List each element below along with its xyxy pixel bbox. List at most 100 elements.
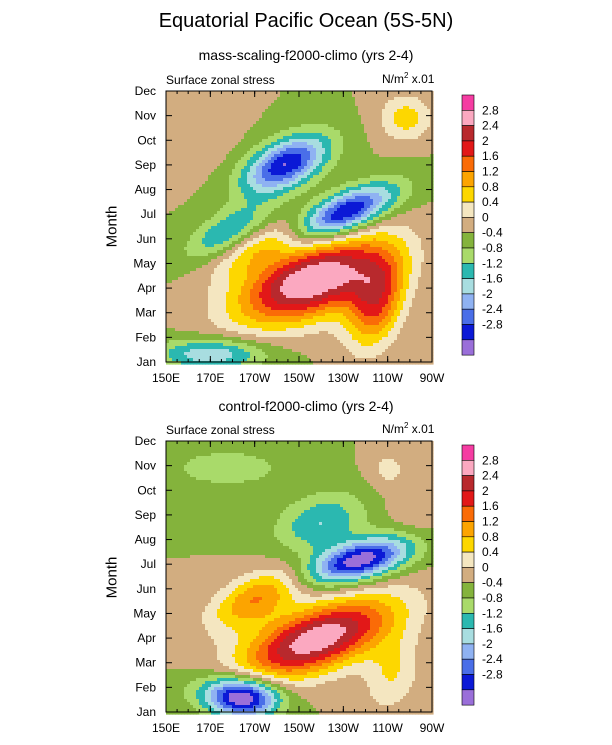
colorbar-box [461,217,475,233]
colorbar-label: -0.4 [482,576,503,590]
colorbar-label: -2.8 [482,668,503,682]
xtick-label-110w: 110W [372,721,403,735]
colorbar-label: -1.2 [482,256,503,270]
ytick-label-feb: Feb [135,330,156,344]
colorbar-box [461,262,475,279]
colorbar-box [461,293,475,310]
colorbar-box [461,536,475,553]
ytick-label-mar: Mar [135,306,156,320]
colorbar-box [461,689,475,706]
ytick-label-sep: Sep [135,158,157,172]
xtick-label-170w: 170W [239,371,271,385]
colorbar-box [461,125,475,142]
colorbar-box [461,444,475,461]
ytick-label-oct: Oct [137,133,156,147]
colorbar-box [461,597,475,614]
xtick-label-170w: 170W [239,721,271,735]
colorbar-label: 2.4 [482,119,499,133]
panel-1-title: mass-scaling-f2000-climo (yrs 2-4) [198,47,414,63]
xtick-label-150w: 150W [283,371,315,385]
colorbar-label: 1.2 [482,515,499,529]
ytick-label-jan: Jan [137,705,156,719]
colorbar-box [461,140,475,157]
colorbar-label: 0.8 [482,530,499,544]
ytick-label-may: May [133,606,156,620]
panel-2-title: control-f2000-climo (yrs 2-4) [218,398,394,414]
panel-1-units-base: N/m [382,72,404,86]
colorbar-box [461,582,475,599]
colorbar-label: 2 [482,134,489,148]
colorbar-box [461,155,475,172]
colorbar-box [461,171,475,188]
colorbar-box [461,505,475,522]
colorbar-box [461,490,475,507]
contour-fill-panel-1 [166,91,434,365]
colorbar-box [461,521,475,538]
figure-title: Equatorial Pacific Ocean (5S-5N) [158,10,454,32]
ytick-label-oct: Oct [137,483,156,497]
colorbar-box [461,232,475,249]
colorbar-label: -2.4 [482,652,503,666]
colorbar-label: 0 [482,210,489,224]
colorbar-1: 2.82.421.61.20.80.40-0.4-0.8-1.2-1.6-2-2… [461,94,503,356]
panel-1-units-exp: 2 [404,71,409,80]
colorbar-label: -0.4 [482,226,503,240]
ytick-label-jan: Jan [137,355,156,369]
colorbar-2: 2.82.421.61.20.80.40-0.4-0.8-1.2-1.6-2-2… [461,444,503,706]
ytick-label-jul: Jul [141,207,156,221]
ytick-label-jun: Jun [137,232,156,246]
ytick-label-apr: Apr [137,281,156,295]
colorbar-box [461,551,475,568]
colorbar-label: -2 [482,637,493,651]
colorbar-label: 1.6 [482,499,499,513]
panel-2-left-string: Surface zonal stress [166,423,275,437]
colorbar-label: 0 [482,560,489,574]
xtick-label-170e: 170E [196,371,224,385]
colorbar-box [461,247,475,264]
colorbar-box [461,324,475,341]
xtick-label-90w: 90W [420,721,445,735]
colorbar-label: -1.6 [482,272,503,286]
colorbar-box [461,459,475,476]
ytick-label-mar: Mar [135,656,156,670]
colorbar-box [461,278,475,295]
colorbar-box [461,94,475,111]
colorbar-box [461,339,475,356]
ytick-label-dec: Dec [135,84,156,98]
ytick-label-aug: Aug [135,533,156,547]
ytick-label-nov: Nov [135,459,156,473]
colorbar-box [461,110,475,126]
xtick-label-110w: 110W [372,371,403,385]
xtick-label-150e: 150E [152,371,180,385]
colorbar-label: 2.8 [482,103,499,117]
ytick-label-aug: Aug [135,183,156,197]
xtick-label-130w: 130W [328,371,360,385]
panel-1-left-string: Surface zonal stress [166,73,275,87]
colorbar-label: -1.6 [482,622,503,636]
ytick-label-dec: Dec [135,434,156,448]
colorbar-box [461,186,475,203]
colorbar-box [461,308,475,325]
colorbar-box [461,475,475,492]
contour-fill-panel-2 [166,441,434,715]
panel-1-units-suffix: x.01 [408,72,435,86]
ytick-label-jul: Jul [141,557,156,571]
colorbar-label: -2.4 [482,302,503,316]
xtick-label-150w: 150W [283,721,315,735]
colorbar-label: 2.4 [482,469,499,483]
panel-1-units: N/m2 x.01 [382,71,434,86]
colorbar-label: -0.8 [482,241,503,255]
panel-2-units-exp: 2 [404,421,409,430]
panel-2-units: N/m2 x.01 [382,421,434,436]
colorbar-label: 0.8 [482,180,499,194]
colorbar-label: 0.4 [482,545,499,559]
colorbar-label: -1.2 [482,606,503,620]
colorbar-box [461,201,475,218]
ytick-label-sep: Sep [135,508,157,522]
xtick-label-130w: 130W [328,721,360,735]
colorbar-label: -2 [482,287,493,301]
ytick-label-may: May [133,256,156,270]
colorbar-label: 1.2 [482,165,499,179]
colorbar-box [461,612,475,629]
ytick-label-feb: Feb [135,680,156,694]
